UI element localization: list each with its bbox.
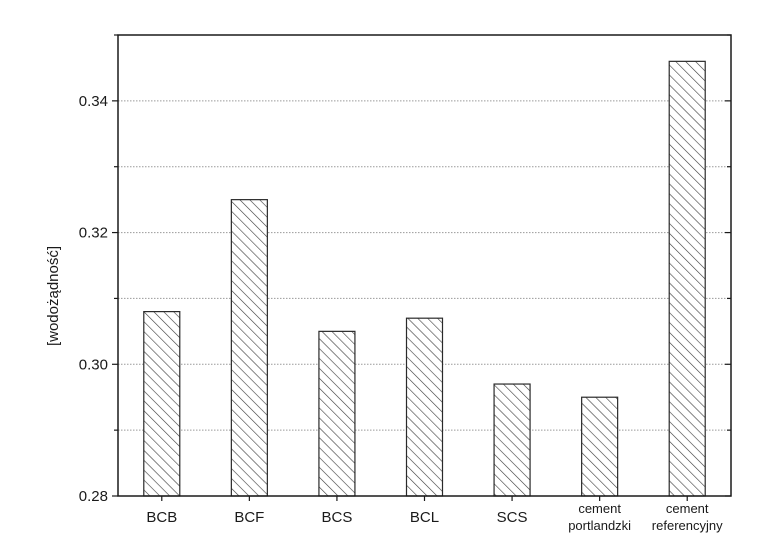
bars	[143, 60, 706, 497]
bar-5	[581, 396, 619, 497]
x-category-label-6-line-0: cement	[666, 501, 709, 516]
bar-6	[668, 60, 706, 497]
bar-0	[143, 311, 181, 497]
x-category-label-4: SCS	[497, 509, 528, 526]
gridlines	[118, 100, 731, 431]
x-category-label-2: BCS	[322, 509, 353, 526]
y-tick-label-2: 0.32	[79, 225, 108, 242]
x-category-label-5-line-1: portlandzki	[568, 518, 631, 533]
y-tick-label-3: 0.34	[79, 93, 108, 110]
axis-ticks	[112, 34, 731, 501]
x-category-label-6-line-1: referencyjny	[652, 518, 723, 533]
x-category-label-5-line-0: cement	[578, 501, 621, 516]
bar-3	[405, 317, 444, 497]
x-category-labels: BCB BCF BCS BCL SCS cement portlandzki cement re…	[146, 501, 723, 533]
y-axis-label: [wodożądność]	[45, 246, 62, 346]
x-category-label-0: BCB	[146, 509, 177, 526]
y-tick-label-1: 0.30	[79, 356, 108, 373]
bar-4	[493, 383, 531, 497]
bar-2	[318, 330, 356, 497]
bar-1	[230, 199, 268, 497]
y-tick-labels: 0.28 0.30 0.32 0.34	[79, 93, 108, 505]
y-tick-label-0: 0.28	[79, 488, 108, 505]
x-category-label-1: BCF	[234, 509, 264, 526]
x-category-label-3: BCL	[410, 509, 439, 526]
